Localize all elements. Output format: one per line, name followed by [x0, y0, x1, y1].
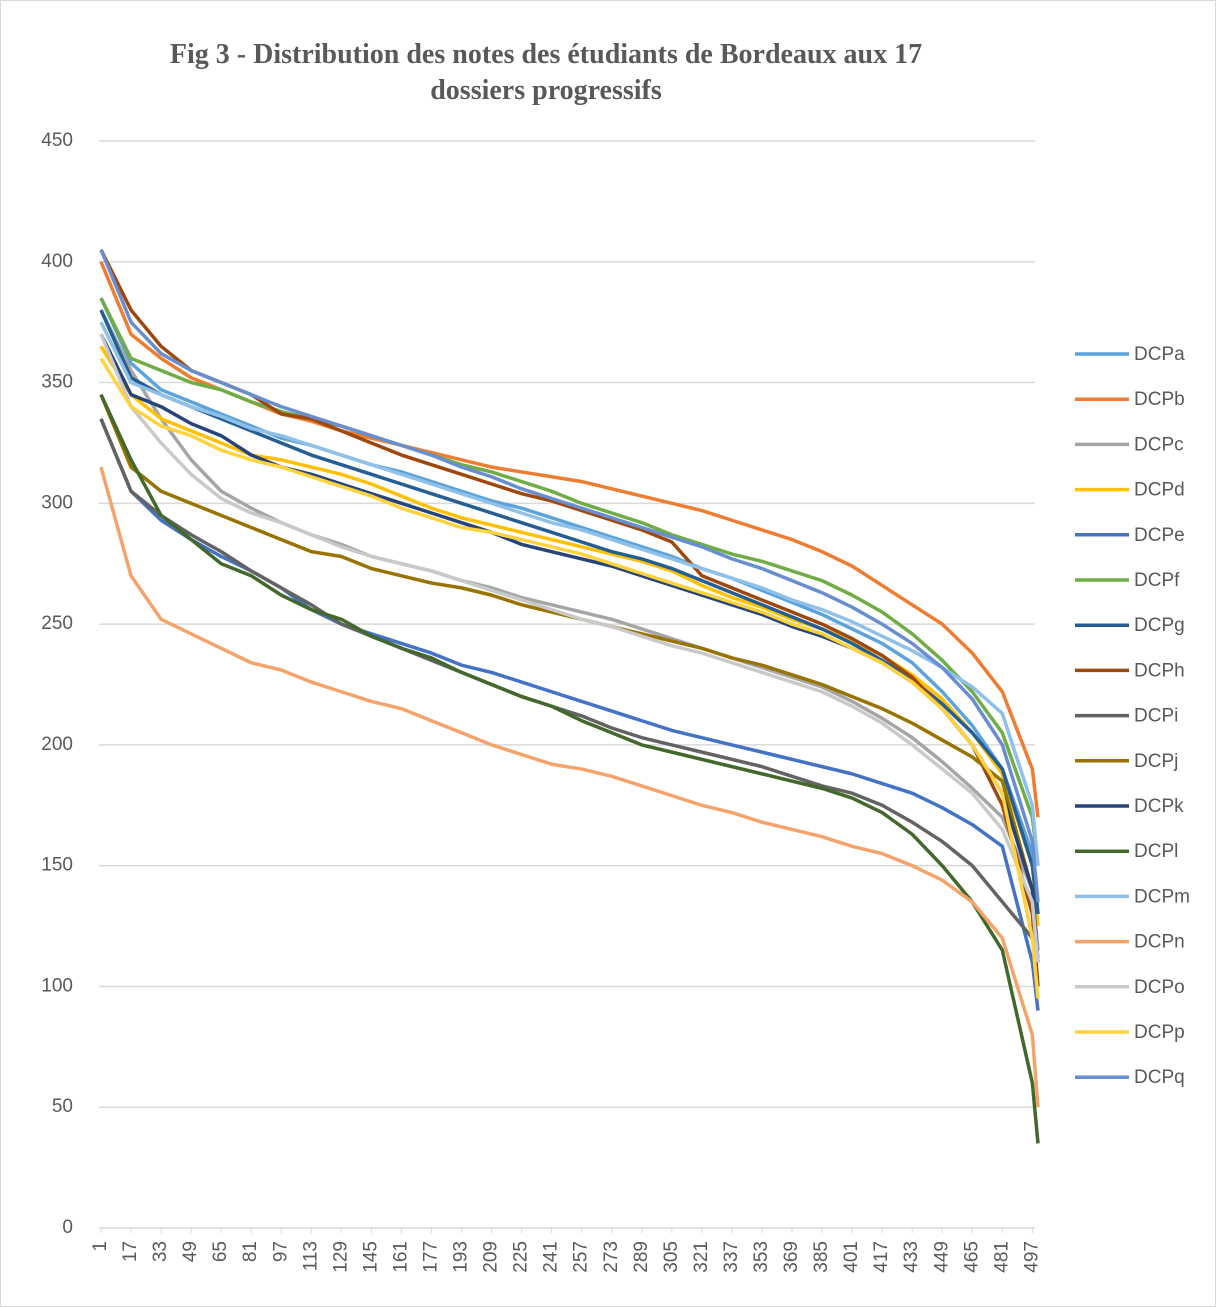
x-tick-label: 129: [330, 1241, 351, 1273]
x-tick-label: 97: [270, 1241, 291, 1262]
legend-label: DCPd: [1134, 480, 1185, 501]
x-tick-label: 385: [811, 1241, 832, 1273]
series-line: [99, 393, 1040, 1144]
series-line: [99, 249, 1040, 903]
series-line: [99, 248, 1040, 987]
x-tick-label: 33: [150, 1241, 171, 1262]
series-line: [99, 357, 1040, 999]
y-tick-label: 50: [52, 1096, 73, 1117]
series-line: [99, 297, 1040, 866]
x-tick-label: 49: [180, 1241, 201, 1262]
legend-label: DCPk: [1134, 796, 1184, 817]
y-tick-label: 450: [41, 130, 73, 151]
legend-label: DCPg: [1134, 615, 1185, 636]
series-line: [99, 418, 1040, 963]
x-tick-label: 305: [661, 1241, 682, 1273]
series-line: [99, 333, 1040, 963]
legend-label: DCPf: [1134, 570, 1180, 591]
y-tick-label: 250: [41, 613, 73, 634]
x-tick-label: 1: [90, 1241, 111, 1252]
legend-label: DCPh: [1134, 660, 1185, 681]
x-tick-label: 273: [601, 1241, 622, 1273]
legend-label: DCPc: [1134, 434, 1184, 455]
x-tick-label: 497: [1021, 1241, 1042, 1273]
x-tick-label: 417: [871, 1241, 892, 1273]
x-tick-label: 225: [511, 1241, 532, 1273]
x-tick-label: 481: [991, 1241, 1012, 1273]
legend-label: DCPo: [1134, 977, 1185, 998]
legend-label: DCPm: [1134, 886, 1190, 907]
x-tick-label: 81: [240, 1241, 261, 1262]
y-tick-label: 100: [41, 975, 73, 996]
x-tick-label: 321: [691, 1241, 712, 1273]
series-line: [99, 321, 1040, 866]
legend-label: DCPa: [1134, 344, 1185, 365]
x-tick-label: 113: [300, 1241, 321, 1271]
x-tick-label: 465: [961, 1241, 982, 1273]
legend-label: DCPn: [1134, 932, 1185, 953]
x-tick-label: 257: [571, 1241, 592, 1273]
x-tick-label: 241: [541, 1241, 562, 1273]
x-tick-label: 449: [931, 1241, 952, 1273]
legend-label: DCPi: [1134, 706, 1178, 727]
series-line: [99, 309, 1040, 951]
x-tick-label: 401: [841, 1241, 862, 1273]
legend-label: DCPq: [1134, 1067, 1185, 1088]
x-tick-label: 337: [721, 1241, 742, 1273]
x-tick-label: 145: [360, 1241, 381, 1273]
series-line: [99, 309, 1040, 915]
x-tick-label: 161: [390, 1241, 411, 1273]
x-tick-label: 65: [210, 1241, 231, 1262]
x-tick-label: 17: [120, 1241, 141, 1262]
x-tick-label: 193: [451, 1241, 472, 1273]
series-line: [99, 466, 1040, 1108]
legend-label: DCPp: [1134, 1022, 1185, 1043]
y-tick-label: 350: [41, 372, 73, 393]
x-tick-label: 353: [751, 1241, 772, 1273]
y-tick-label: 300: [41, 492, 73, 513]
chart-title: Fig 3 - Distribution des notes des étudi…: [169, 39, 923, 106]
legend-label: DCPe: [1134, 525, 1185, 546]
x-tick-label: 177: [421, 1241, 442, 1273]
x-tick-label: 369: [781, 1241, 802, 1273]
y-tick-label: 150: [41, 855, 73, 876]
x-tick-label: 289: [631, 1241, 652, 1273]
y-tick-label: 200: [41, 734, 73, 755]
x-tick-label: 433: [901, 1241, 922, 1273]
legend-label: DCPb: [1134, 389, 1185, 410]
series-line: [99, 345, 1040, 927]
x-tick-label: 209: [481, 1241, 502, 1273]
y-tick-label: 400: [41, 251, 73, 272]
legend-label: DCPj: [1134, 751, 1178, 772]
y-tick-label: 0: [62, 1217, 73, 1238]
legend-label: DCPl: [1134, 841, 1178, 862]
